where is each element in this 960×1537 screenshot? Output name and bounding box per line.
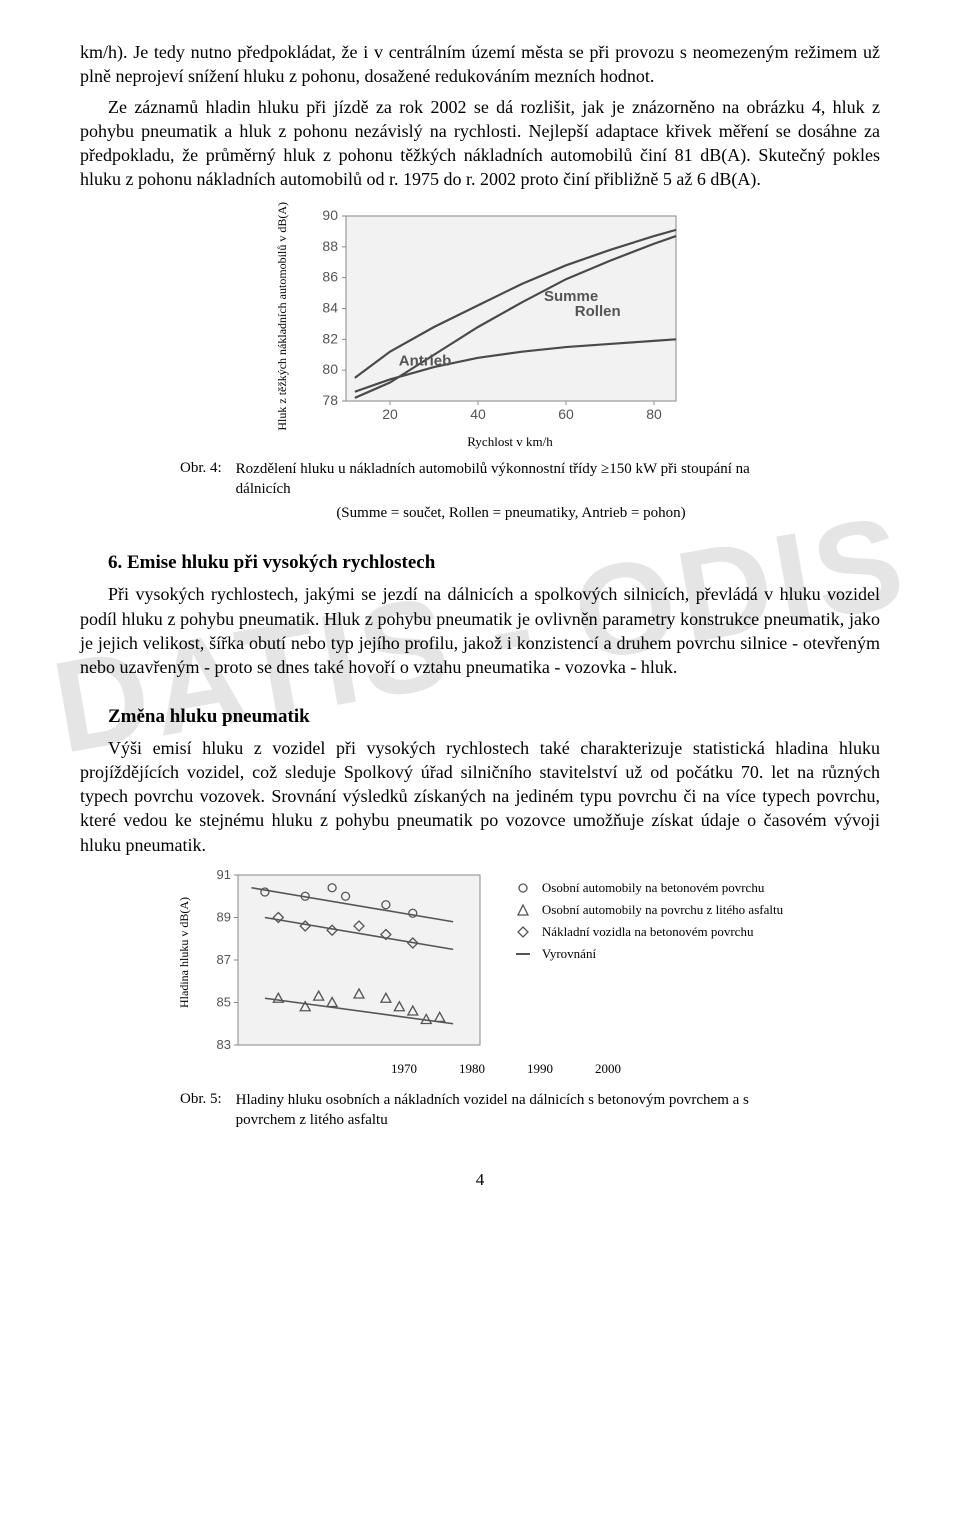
legend-marker-icon xyxy=(514,947,532,961)
legend-marker-icon xyxy=(514,881,532,895)
chart5-x-tick: 2000 xyxy=(595,1061,621,1077)
legend-marker-icon xyxy=(514,925,532,939)
chart5-legend-item: Nákladní vozidla na betonovém povrchu xyxy=(514,921,783,943)
chart4-y-label: Hluk z těžkých nákladních automobilů v d… xyxy=(275,202,290,431)
chart5-plot: 83 85 87 89 91 xyxy=(198,867,488,1057)
svg-text:80: 80 xyxy=(646,406,662,422)
figure-4-caption: Rozdělení hluku u nákladních automobilů … xyxy=(236,460,780,499)
page-number: 4 xyxy=(80,1170,880,1190)
figure-4: Hluk z těžkých nákladních automobilů v d… xyxy=(80,202,880,523)
svg-text:60: 60 xyxy=(558,406,574,422)
svg-text:78: 78 xyxy=(322,392,338,408)
svg-text:20: 20 xyxy=(382,406,398,422)
paragraph-4: Výši emisí hluku z vozidel při vysokých … xyxy=(80,736,880,857)
figure-4-label: Obr. 4: xyxy=(180,460,222,499)
chart5-legend-item: Osobní automobily na povrchu z litého as… xyxy=(514,899,783,921)
svg-text:89: 89 xyxy=(216,910,230,925)
svg-text:Antrieb: Antrieb xyxy=(398,353,451,370)
chart4-x-label: Rychlost v km/h xyxy=(467,434,552,450)
svg-text:83: 83 xyxy=(216,1037,230,1052)
svg-text:88: 88 xyxy=(322,238,338,254)
legend-label: Nákladní vozidla na betonovém povrchu xyxy=(542,921,754,943)
chart5-x-tick: 1980 xyxy=(459,1061,485,1077)
svg-text:87: 87 xyxy=(216,952,230,967)
chart5-y-label: Hladina hluku v dB(A) xyxy=(177,897,192,1008)
svg-text:80: 80 xyxy=(322,361,338,377)
paragraph-2: Ze záznamů hladin hluku při jízdě za rok… xyxy=(80,95,880,192)
svg-text:90: 90 xyxy=(322,207,338,223)
sub-heading-tyre-noise: Změna hluku pneumatik xyxy=(108,706,880,728)
chart5-x-tick: 1990 xyxy=(527,1061,553,1077)
svg-text:85: 85 xyxy=(216,995,230,1010)
chart5-legend-item: Osobní automobily na betonovém povrchu xyxy=(514,877,783,899)
figure-5: Hladina hluku v dB(A) 83 85 87 89 91 Osobní … xyxy=(80,867,880,1130)
section-heading-6: 6. Emise hluku při vysokých rychlostech xyxy=(108,552,880,574)
chart4-plot: 7880828486889020406080SummeRollenAntrieb xyxy=(296,206,686,426)
legend-marker-icon xyxy=(514,903,532,917)
svg-text:40: 40 xyxy=(470,406,486,422)
svg-text:84: 84 xyxy=(322,300,338,316)
paragraph-3: Při vysokých rychlostech, jakými se jezd… xyxy=(80,582,880,679)
svg-text:86: 86 xyxy=(322,269,338,285)
svg-text:Rollen: Rollen xyxy=(574,303,620,320)
svg-text:82: 82 xyxy=(322,330,338,346)
paragraph-1: km/h). Je tedy nutno předpokládat, že i … xyxy=(80,40,880,89)
chart5-legend: Osobní automobily na betonovém povrchuOs… xyxy=(514,877,783,965)
legend-label: Osobní automobily na povrchu z litého as… xyxy=(542,899,783,921)
figure-5-caption: Hladiny hluku osobních a nákladních vozi… xyxy=(236,1091,780,1130)
chart5-x-ticks: 1970 1980 1990 2000 xyxy=(391,1061,621,1077)
figure-4-legend: (Summe = součet, Rollen = pneumatiky, An… xyxy=(336,505,685,522)
chart5-x-tick: 1970 xyxy=(391,1061,417,1077)
legend-label: Osobní automobily na betonovém povrchu xyxy=(542,877,764,899)
legend-label: Vyrovnání xyxy=(542,943,596,965)
figure-5-label: Obr. 5: xyxy=(180,1091,222,1130)
chart5-legend-item: Vyrovnání xyxy=(514,943,783,965)
svg-text:91: 91 xyxy=(216,867,230,882)
